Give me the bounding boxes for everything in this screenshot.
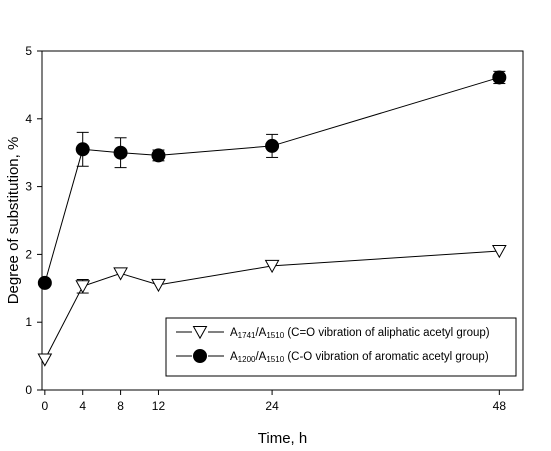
legend-text-part: /A [255, 327, 266, 339]
legend-entry-2: A1200/A1510 (C-O vibration of aromatic a… [176, 349, 489, 364]
legend-subscript: 1510 [266, 331, 284, 340]
x-tick-label: 24 [265, 399, 279, 413]
y-tick-label: 0 [25, 383, 32, 397]
series-line [44, 76, 500, 284]
x-tick-label: 8 [117, 399, 124, 413]
data-point [37, 353, 53, 367]
plot-frame [41, 50, 524, 391]
legend-subscript: 1741 [238, 331, 256, 340]
legend-label: A1200/A1510 (C-O vibration of aromatic a… [230, 351, 489, 364]
series-layer [37, 70, 507, 367]
y-tick-label: 1 [25, 315, 32, 329]
legend-subscript: 1510 [266, 355, 284, 364]
legend-subscript: 1200 [238, 355, 256, 364]
legend-label: A1741/A1510 (C=O vibration of aliphatic … [230, 327, 490, 340]
data-point [492, 70, 507, 85]
data-point [113, 267, 128, 281]
data-point [151, 148, 166, 163]
x-tick-label: 0 [41, 399, 48, 413]
data-point [264, 259, 280, 274]
legend-text-part: /A [255, 351, 266, 363]
y-tick-label: 3 [25, 180, 32, 194]
y-tick-label: 5 [25, 44, 32, 58]
data-point [75, 142, 90, 157]
legend-text-part: (C-O vibration of aromatic acetyl group) [284, 351, 489, 363]
legend-text-part: A [230, 351, 238, 363]
plot-area [41, 50, 524, 391]
y-tick-label: 4 [25, 112, 32, 126]
x-axis: 0 4 8 12 24 48 [41, 390, 506, 413]
series-line [44, 250, 500, 360]
series-1 [37, 244, 507, 367]
legend-text-part: A [230, 327, 238, 339]
series-2 [37, 70, 507, 290]
y-tick-label: 2 [25, 247, 32, 261]
y-axis-title: Degree of substitution, % [5, 137, 22, 305]
legend-marker [193, 349, 207, 363]
x-tick-label: 12 [152, 399, 166, 413]
x-tick-label: 4 [79, 399, 86, 413]
data-point [151, 278, 166, 293]
data-point [491, 244, 507, 259]
legend-entry-1: A1741/A1510 (C=O vibration of aliphatic … [176, 325, 490, 340]
data-point [113, 145, 128, 160]
data-point [37, 275, 52, 290]
y-axis: 0 1 2 3 4 5 [25, 44, 42, 397]
x-tick-label: 48 [493, 399, 507, 413]
x-axis-title: Time, h [258, 430, 307, 447]
data-point [265, 138, 280, 153]
legend-text-part: (C=O vibration of aliphatic acetyl group… [284, 327, 490, 339]
legend-marker [192, 325, 208, 340]
legend-box [165, 317, 517, 377]
legend: A1741/A1510 (C=O vibration of aliphatic … [165, 317, 517, 377]
data-point [75, 280, 91, 294]
